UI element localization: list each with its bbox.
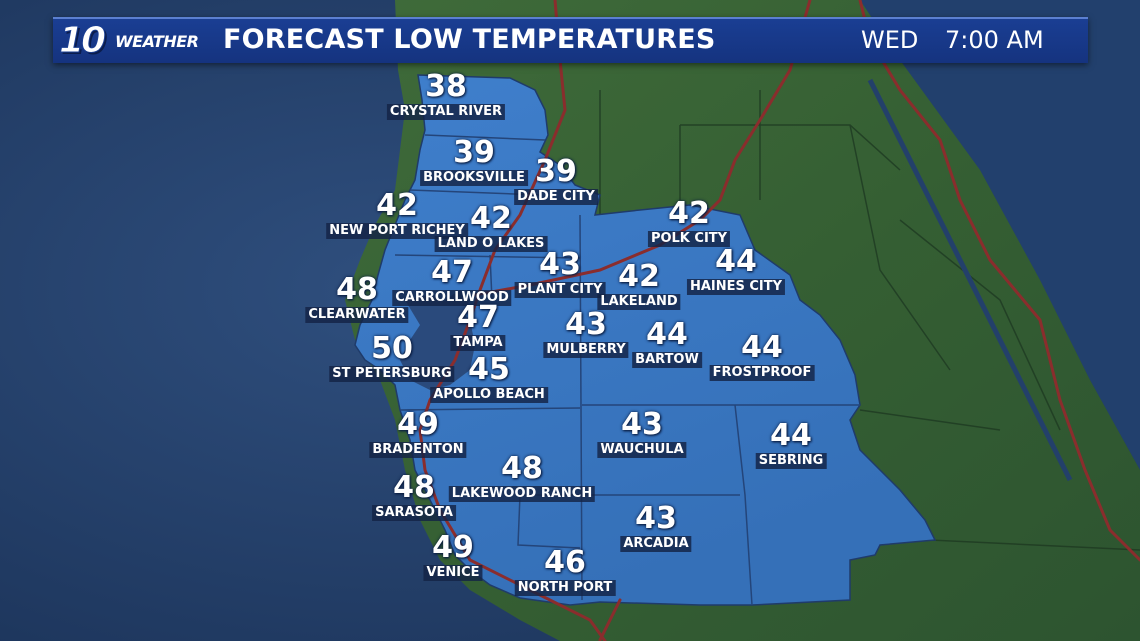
city-name: SARASOTA — [372, 505, 456, 521]
city-marker: 49 VENICE — [423, 530, 483, 581]
city-temp: 44 — [715, 244, 757, 279]
city-name: DADE CITY — [514, 189, 598, 205]
city-name: PLANT CITY — [514, 282, 606, 298]
city-temp: 42 — [668, 196, 710, 231]
city-marker: 44 FROSTPROOF — [709, 330, 815, 381]
city-marker: 48 LAKEWOOD RANCH — [448, 451, 596, 502]
atlantic-water — [860, 0, 1140, 470]
city-temp: 48 — [501, 451, 543, 486]
city-temp: 46 — [544, 545, 586, 580]
city-name: NEW PORT RICHEY — [326, 223, 468, 239]
city-marker: 38 CRYSTAL RIVER — [386, 69, 506, 120]
station-logo: 10 WEATHER — [58, 20, 219, 62]
city-marker: 44 HAINES CITY — [686, 244, 786, 295]
city-marker: 39 BROOKSVILLE — [420, 138, 528, 186]
city-marker: 42 LAND O LAKES — [434, 201, 548, 252]
city-marker: 43 MULBERRY — [543, 307, 629, 358]
city-temp: 48 — [393, 470, 435, 505]
city-name: TAMPA — [450, 335, 506, 351]
city-name: POLK CITY — [647, 231, 731, 247]
city-temp: 38 — [425, 69, 467, 104]
city-name: ST PETERSBURG — [329, 366, 455, 382]
city-temp: 43 — [635, 501, 677, 536]
city-name: BRADENTON — [369, 442, 467, 458]
city-name: LAKEWOOD RANCH — [448, 486, 596, 502]
city-marker: 42 POLK CITY — [647, 196, 731, 247]
city-marker: 42 LAKELAND — [597, 259, 681, 310]
page-title: FORECAST LOW TEMPERATURES — [223, 24, 716, 55]
city-marker: 45 APOLLO BEACH — [430, 355, 548, 403]
city-temp: 43 — [621, 407, 663, 442]
city-marker: 46 NORTH PORT — [514, 545, 616, 596]
city-name: LAND O LAKES — [434, 236, 548, 252]
city-temp: 44 — [741, 330, 783, 365]
interstate-highways — [418, 0, 1140, 641]
city-temp: 47 — [457, 300, 499, 335]
city-name: CRYSTAL RIVER — [386, 104, 506, 120]
city-name: CLEARWATER — [305, 307, 409, 323]
city-name: SEBRING — [755, 453, 827, 469]
city-marker: 44 SEBRING — [755, 418, 827, 469]
city-name: LAKELAND — [597, 294, 681, 310]
city-marker: 50 ST PETERSBURG — [329, 331, 455, 382]
city-marker: 43 WAUCHULA — [597, 407, 687, 458]
forecast-time: 7:00 AM — [945, 26, 1044, 54]
city-temp: 44 — [646, 317, 688, 352]
city-marker: 39 DADE CITY — [514, 157, 598, 205]
city-temp: 42 — [376, 188, 418, 223]
city-temp: 50 — [371, 331, 413, 366]
header-bar: 10 WEATHER FORECAST LOW TEMPERATURES WED… — [53, 17, 1088, 63]
city-marker: 48 SARASOTA — [372, 473, 456, 521]
logo-number: 10 — [58, 20, 106, 62]
city-temp: 45 — [468, 352, 510, 387]
city-marker: 47 TAMPA — [450, 300, 506, 351]
city-temp: 49 — [432, 530, 474, 565]
city-marker: 43 ARCADIA — [620, 501, 692, 552]
city-marker: 48 CLEARWATER — [305, 272, 409, 323]
city-temp: 39 — [535, 154, 577, 189]
city-name: NORTH PORT — [514, 580, 616, 596]
indian-river-lagoon — [867, 78, 1073, 482]
city-temp: 43 — [565, 307, 607, 342]
city-temp: 42 — [618, 259, 660, 294]
city-temp: 42 — [470, 201, 512, 236]
city-name: ARCADIA — [620, 536, 692, 552]
city-name: CARROLLWOOD — [392, 290, 512, 306]
city-marker: 47 CARROLLWOOD — [392, 255, 512, 306]
city-marker: 49 BRADENTON — [369, 407, 467, 458]
logo-word: WEATHER — [115, 32, 199, 51]
county-lines — [599, 90, 1140, 551]
city-marker: 42 NEW PORT RICHEY — [326, 191, 468, 239]
city-temp: 44 — [770, 418, 812, 453]
city-name: FROSTPROOF — [709, 365, 815, 381]
city-name: HAINES CITY — [686, 279, 786, 295]
city-marker: 43 PLANT CITY — [514, 247, 606, 298]
city-temp: 47 — [431, 255, 473, 290]
city-name: APOLLO BEACH — [430, 387, 548, 403]
city-name: VENICE — [423, 565, 483, 581]
city-temp: 39 — [453, 135, 495, 170]
city-name: MULBERRY — [543, 342, 629, 358]
city-marker: 44 BARTOW — [632, 320, 702, 368]
city-name: BARTOW — [632, 352, 702, 368]
city-temp: 49 — [397, 407, 439, 442]
city-temp: 48 — [336, 272, 378, 307]
city-name: BROOKSVILLE — [420, 170, 528, 186]
forecast-day: WED — [861, 26, 919, 54]
city-temp: 43 — [539, 247, 581, 282]
city-name: WAUCHULA — [597, 442, 687, 458]
